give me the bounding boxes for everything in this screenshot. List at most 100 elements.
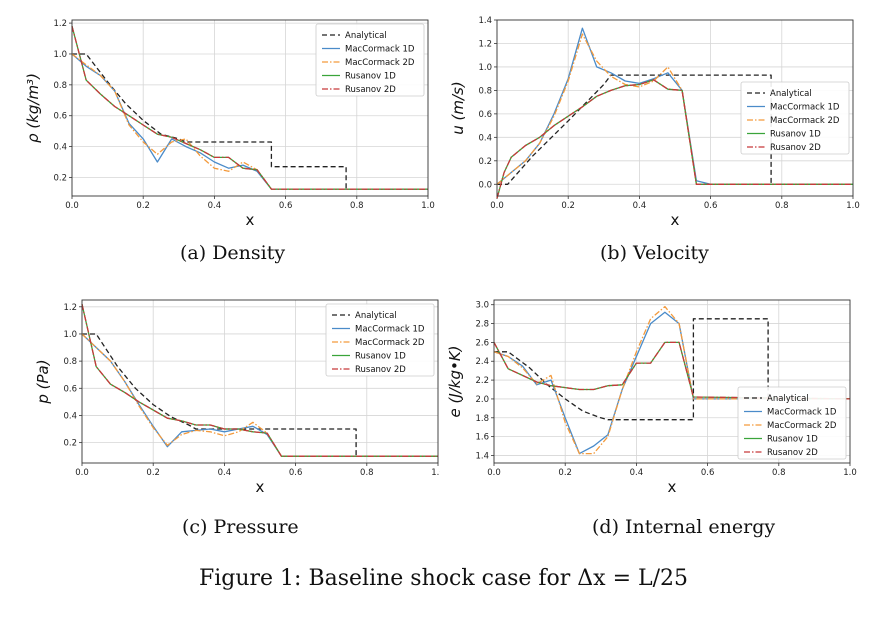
legend-label: Rusanov 1D [355, 352, 406, 362]
series-line-analytical [494, 318, 850, 421]
chart-svg: 0.0 0.2 0.4 0.6 0.8 1.0 1.4 1.6 1.8 2.0 2.2 2.4 2.6 2… [446, 299, 857, 496]
x-tick-label: 0.0 [75, 468, 89, 478]
y-axis-label: p (Pa) [34, 359, 52, 404]
y-axis-label: ρ (kg/m³) [24, 73, 42, 143]
series-line-analytical [82, 333, 438, 457]
y-tick-label: 0.0 [478, 180, 492, 190]
y-tick-label: 2.0 [475, 395, 489, 405]
legend-label: MacCormack 2D [770, 116, 840, 126]
x-axis-label: x [671, 211, 680, 229]
x-tick-label: 0.4 [630, 468, 644, 478]
velocity-chart: 0.0 0.2 0.4 0.6 0.8 1.0 0.0 0.2 0.4 0.6 0.8 1.0 1.2 1… [445, 0, 885, 235]
velocity-caption: (b) Velocity [600, 242, 709, 264]
plot-frame [493, 299, 851, 464]
chart-svg: 0.0 0.2 0.4 0.6 0.8 1.0 0.0 0.2 0.4 0.6 0.8 1.0 1.2 1… [449, 16, 860, 229]
x-tick-label: 1.0 [843, 468, 857, 478]
x-axis-label: x [246, 211, 255, 229]
pressure-caption: (c) Pressure [182, 516, 299, 538]
y-tick-label: 1.8 [475, 414, 489, 424]
legend-label: MacCormack 1D [345, 45, 415, 55]
legend-label: Rusanov 1D [345, 72, 396, 82]
x-tick-label: 1.0 [421, 201, 435, 211]
x-tick-label: 0.2 [558, 468, 572, 478]
legend-box [315, 23, 425, 97]
x-tick-label: 0.6 [701, 468, 715, 478]
legend-label: Analytical [355, 311, 397, 321]
x-tick-label: 1.0 [846, 201, 860, 211]
y-tick-label: 0.4 [63, 411, 77, 421]
y-tick-label: 0.6 [478, 110, 492, 120]
x-tick-label: 0.2 [561, 201, 575, 211]
series-line-rusanov-2d [81, 303, 438, 457]
y-tick-label: 0.2 [478, 157, 492, 167]
legend-label: Rusanov 1D [770, 130, 821, 140]
series-line-analytical [72, 53, 428, 190]
legend-box [737, 386, 847, 460]
y-tick-label: 1.4 [475, 451, 489, 461]
legend-label: Analytical [767, 394, 809, 404]
y-tick-label: 2.6 [475, 338, 489, 348]
y-tick-label: 0.2 [63, 439, 77, 449]
x-tick-label: 0.4 [208, 201, 222, 211]
x-tick-label: 0.2 [146, 468, 160, 478]
y-tick-label: 0.4 [53, 143, 67, 153]
y-tick-label: 0.8 [478, 86, 492, 96]
x-tick-label: 0.6 [289, 468, 303, 478]
pressure-chart: 0.0 0.2 0.4 0.6 0.8 1.0 0.2 0.4 0.6 0.8 1.0 1.2 x p (… [0, 290, 440, 505]
series-line-rusanov-2d [496, 79, 853, 199]
series-line-maccormack-2d [71, 53, 428, 190]
series-line-maccormack-2d [493, 305, 850, 455]
y-tick-label: 1.4 [478, 16, 492, 26]
internal-energy-caption: (d) Internal energy [592, 516, 776, 538]
y-tick-label: 1.0 [53, 50, 67, 60]
plot-frame [71, 19, 429, 197]
y-tick-label: 1.0 [63, 330, 77, 340]
legend-label: MacCormack 1D [355, 325, 425, 335]
legend-label: MacCormack 1D [770, 103, 840, 113]
y-axis-label: u (m/s) [449, 81, 467, 134]
y-tick-label: 1.2 [53, 19, 67, 29]
y-tick-label: 0.8 [63, 357, 77, 367]
figure-caption: Figure 1: Baseline shock case for Δx = L… [198, 566, 689, 591]
x-tick-label: 0.0 [490, 201, 504, 211]
x-tick-label: 0.8 [775, 201, 789, 211]
y-axis-label: e (J/kg•K) [446, 345, 464, 417]
y-tick-label: 0.8 [53, 81, 67, 91]
x-axis-label: x [668, 478, 677, 496]
plot-frame [496, 19, 854, 197]
series-line-rusanov-2d [493, 341, 851, 400]
x-tick-label: 0.2 [136, 201, 150, 211]
legend-box [325, 303, 435, 377]
x-tick-label: 0.8 [772, 468, 786, 478]
y-tick-label: 1.2 [63, 303, 77, 313]
y-tick-label: 1.0 [478, 63, 492, 73]
x-tick-label: 0.4 [633, 201, 647, 211]
x-tick-label: 0.4 [218, 468, 232, 478]
y-tick-label: 2.4 [475, 357, 489, 367]
density-chart: 0.0 0.2 0.4 0.6 0.8 1.0 0.2 0.4 0.6 0.8 1.0 1.2 x ρ (… [0, 0, 440, 235]
internal-energy-chart: 0.0 0.2 0.4 0.6 0.8 1.0 1.4 1.6 1.8 2.0 2.2 2.4 2.6 2… [445, 290, 885, 505]
x-axis-label: x [256, 478, 265, 496]
legend-label: MacCormack 2D [767, 421, 837, 431]
chart-svg: 0.0 0.2 0.4 0.6 0.8 1.0 0.2 0.4 0.6 0.8 1.0 1.2 x ρ (… [24, 19, 435, 229]
y-tick-label: 3.0 [475, 301, 489, 311]
x-tick-label: 1.0 [431, 468, 440, 478]
legend-label: Rusanov 1D [767, 435, 818, 445]
chart-svg: 0.0 0.2 0.4 0.6 0.8 1.0 0.2 0.4 0.6 0.8 1.0 1.2 x p (… [34, 299, 440, 496]
y-tick-label: 0.6 [63, 384, 77, 394]
legend-label: Rusanov 2D [345, 85, 396, 95]
y-tick-label: 0.2 [53, 173, 67, 183]
density-caption: (a) Density [180, 242, 286, 264]
legend-label: MacCormack 1D [767, 408, 837, 418]
legend-label: MacCormack 2D [345, 58, 415, 68]
series-line-rusanov-2d [71, 26, 428, 190]
x-tick-label: 0.6 [704, 201, 718, 211]
plot-frame [81, 299, 439, 464]
y-tick-label: 1.6 [475, 433, 489, 443]
legend-box [740, 81, 850, 155]
x-tick-label: 0.8 [350, 201, 364, 211]
x-tick-label: 0.0 [65, 201, 79, 211]
series-line-maccormack-2d [81, 333, 438, 457]
x-tick-label: 0.0 [487, 468, 501, 478]
y-tick-label: 0.6 [53, 112, 67, 122]
